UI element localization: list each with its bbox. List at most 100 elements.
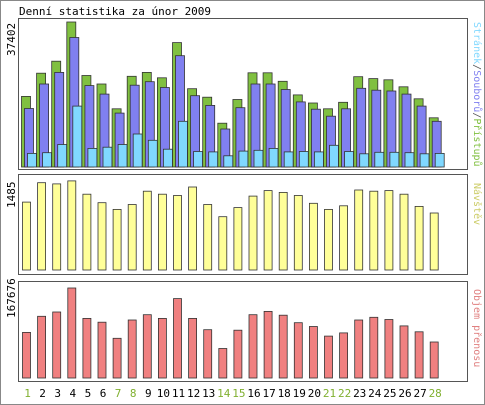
- transfer-bar: [67, 287, 77, 379]
- visitors-bar: [248, 195, 258, 271]
- transfer-bar: [399, 325, 409, 379]
- transfer-bar: [248, 314, 258, 379]
- transfer-bar: [278, 314, 288, 379]
- sites-bar: [193, 151, 204, 168]
- sites-bar: [72, 105, 83, 168]
- sites-bar: [147, 139, 158, 168]
- hits-ymax-label: 37402: [5, 23, 18, 56]
- x-tick-label: 20: [308, 387, 321, 400]
- visitors-bar: [218, 216, 228, 271]
- chart-title: Denní statistika za únor 2009: [19, 5, 211, 18]
- transfer-bar: [339, 332, 349, 379]
- sites-bar: [208, 151, 219, 168]
- x-tick-label: 27: [413, 387, 426, 400]
- visitors-bar: [399, 193, 409, 271]
- x-tick-label: 3: [54, 387, 61, 400]
- visitors-legend: Návštěv: [471, 183, 483, 225]
- transfer-bar: [97, 321, 107, 379]
- visitors-bar: [82, 193, 92, 271]
- transfer-bar: [233, 329, 243, 379]
- sites-bar: [57, 144, 68, 168]
- legend-accesses: Přístupů: [471, 118, 483, 166]
- x-tick-label: 14: [217, 387, 231, 400]
- transfer-bar: [324, 335, 333, 379]
- visitors-bar: [188, 186, 198, 271]
- sites-bar: [253, 149, 264, 168]
- x-tick-label: 16: [247, 387, 260, 400]
- x-tick-label: 6: [100, 387, 107, 400]
- visitors-bar: [22, 201, 31, 271]
- sites-bar: [313, 151, 324, 168]
- transfer-bar: [157, 317, 167, 379]
- hits-legend: Stránek/Souborů/Přístupů: [471, 22, 483, 167]
- transfer-bar: [293, 322, 303, 379]
- bars-layer: [21, 21, 445, 379]
- transfer-bar: [22, 331, 31, 379]
- transfer-bar: [52, 311, 62, 379]
- transfer-bar: [308, 326, 318, 379]
- sites-bar: [298, 151, 309, 168]
- sites-bar: [268, 147, 279, 168]
- visitors-bar: [429, 212, 439, 271]
- sites-bar: [27, 152, 37, 168]
- sites-bar: [87, 147, 98, 168]
- x-tick-label: 28: [429, 387, 442, 400]
- visitors-bar: [354, 189, 364, 271]
- visitors-bar: [233, 207, 243, 271]
- sites-bar: [389, 151, 400, 168]
- visitors-bar: [127, 204, 137, 271]
- transfer-bar: [82, 317, 92, 379]
- sites-bar: [419, 153, 430, 168]
- visitors-bar: [52, 183, 62, 271]
- sites-bar: [102, 146, 113, 168]
- x-axis-labels: 1 2 3 4 5 6 7 8 9 10 11 12 13 14 15 16 17 18 19 20 21 22 23 24 2…: [24, 387, 442, 400]
- legend-sep-2: /: [471, 112, 482, 118]
- x-tick-label: 5: [85, 387, 92, 400]
- visitors-bar: [339, 205, 349, 271]
- sites-bar: [238, 150, 249, 168]
- visitors-bar: [157, 193, 167, 271]
- x-tick-label: 7: [115, 387, 122, 400]
- x-tick-label: 9: [145, 387, 152, 400]
- legend-files: Souborů: [471, 70, 483, 112]
- visitors-bar: [384, 190, 394, 271]
- x-tick-label: 4: [69, 387, 76, 400]
- sites-bar: [359, 153, 370, 168]
- visitors-bar: [263, 190, 273, 271]
- sites-bar: [404, 152, 415, 168]
- transfer-bar: [429, 341, 439, 379]
- legend-sep-1: /: [471, 64, 482, 70]
- transfer-ymax-label: 167676: [5, 278, 18, 318]
- transfer-bar: [173, 298, 182, 379]
- transfer-bar: [127, 319, 137, 379]
- x-tick-label: 22: [338, 387, 351, 400]
- visitors-bar: [203, 204, 213, 271]
- x-tick-label: 10: [157, 387, 170, 400]
- transfer-bar: [188, 317, 198, 379]
- transfer-bar: [37, 315, 46, 379]
- x-tick-label: 23: [353, 387, 366, 400]
- visitors-bar: [369, 190, 379, 271]
- visitors-bar: [97, 202, 107, 271]
- sites-bar: [344, 151, 355, 168]
- visitors-bar: [293, 195, 303, 271]
- transfer-bar: [414, 331, 424, 379]
- visitors-bar: [112, 208, 122, 271]
- visitors-bar: [324, 208, 333, 271]
- x-tick-label: 25: [383, 387, 396, 400]
- transfer-bar: [142, 314, 152, 379]
- transfer-bar: [218, 348, 228, 379]
- sites-bar: [178, 120, 188, 168]
- x-tick-label: 26: [398, 387, 411, 400]
- x-tick-label: 15: [232, 387, 245, 400]
- transfer-bar: [354, 319, 364, 379]
- x-tick-label: 11: [172, 387, 185, 400]
- x-tick-label: 24: [368, 387, 382, 400]
- sites-bar: [283, 151, 294, 168]
- sites-bar: [162, 148, 173, 168]
- visitors-bar: [37, 182, 46, 271]
- visitors-bar: [173, 195, 182, 271]
- x-tick-label: 2: [39, 387, 46, 400]
